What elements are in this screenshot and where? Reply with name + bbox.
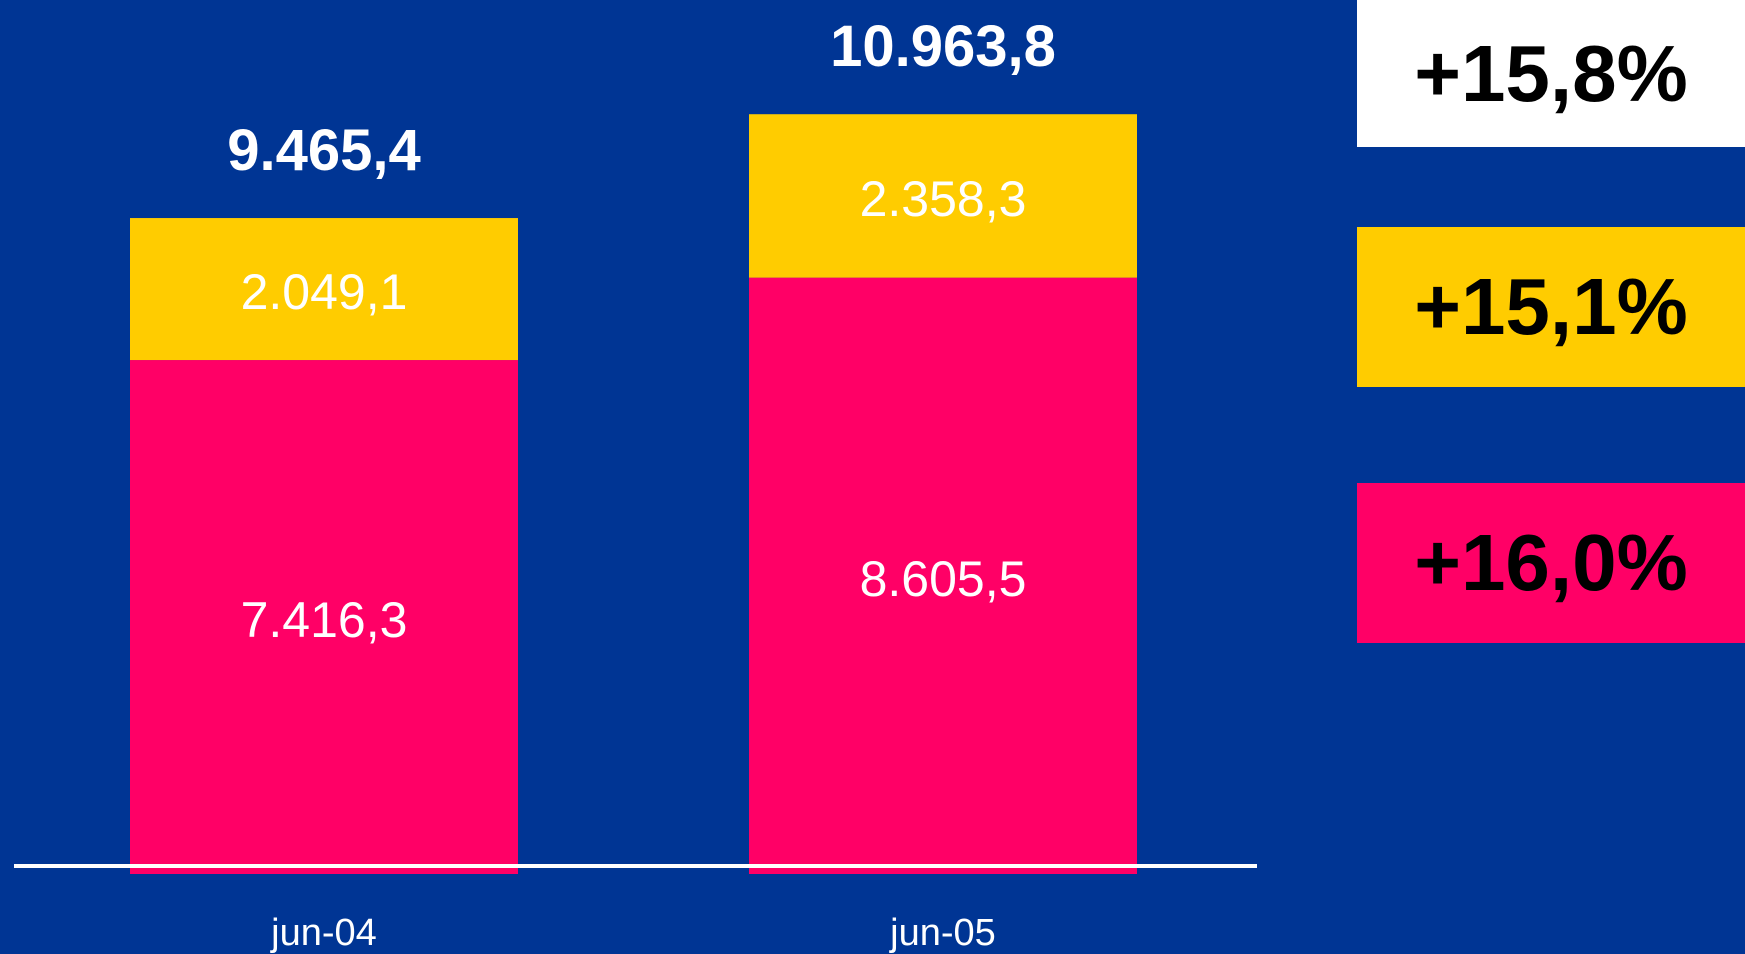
bar-segment-bottom-jun-05 xyxy=(749,277,1137,874)
stacked-bar-chart: 7.416,3 2.049,1 9.465,4 jun-04 8.605,5 2.358,… xyxy=(14,14,1257,954)
bar-segment-top-jun-05 xyxy=(749,114,1137,278)
bar-total-label: 9.465,4 xyxy=(227,118,421,183)
growth-total-label: +15,8% xyxy=(1414,28,1688,118)
x-tick-label: jun-05 xyxy=(889,912,996,954)
segment-value-label: 2.358,3 xyxy=(860,171,1027,227)
bar-segment-top-jun-04 xyxy=(130,218,518,361)
bar-total-label: 10.963,8 xyxy=(830,14,1056,79)
growth-top-segment-label: +15,1% xyxy=(1414,262,1688,351)
growth-total-box: +15,8% xyxy=(1357,0,1745,147)
growth-top-segment-box: +15,1% xyxy=(1357,227,1745,387)
growth-bottom-segment-label: +16,0% xyxy=(1414,518,1688,607)
segment-value-label: 7.416,3 xyxy=(241,592,408,648)
growth-bottom-segment-box: +16,0% xyxy=(1357,483,1745,643)
bar-segment-bottom-jun-04 xyxy=(130,360,518,874)
segment-value-label: 8.605,5 xyxy=(860,551,1027,607)
x-tick-label: jun-04 xyxy=(270,912,377,954)
segment-value-label: 2.049,1 xyxy=(241,264,408,320)
